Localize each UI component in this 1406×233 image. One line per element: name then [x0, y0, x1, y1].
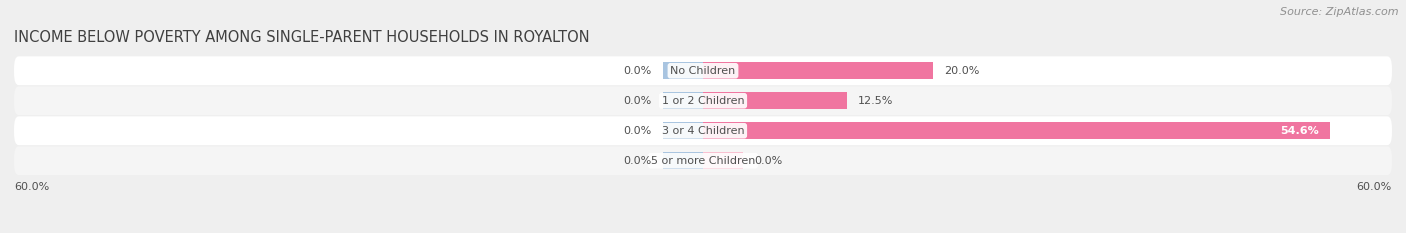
Text: 0.0%: 0.0% — [623, 96, 651, 106]
FancyBboxPatch shape — [14, 56, 1392, 85]
Bar — [662, 122, 703, 139]
Text: No Children: No Children — [671, 66, 735, 76]
Bar — [703, 122, 1330, 139]
Text: 54.6%: 54.6% — [1279, 126, 1319, 136]
Text: 1 or 2 Children: 1 or 2 Children — [662, 96, 744, 106]
Bar — [703, 62, 932, 79]
Text: 0.0%: 0.0% — [623, 126, 651, 136]
FancyBboxPatch shape — [14, 86, 1392, 115]
Text: INCOME BELOW POVERTY AMONG SINGLE-PARENT HOUSEHOLDS IN ROYALTON: INCOME BELOW POVERTY AMONG SINGLE-PARENT… — [14, 30, 589, 45]
Text: 20.0%: 20.0% — [945, 66, 980, 76]
Bar — [662, 62, 703, 79]
Bar — [703, 152, 744, 169]
Bar — [662, 92, 703, 110]
Text: Source: ZipAtlas.com: Source: ZipAtlas.com — [1281, 7, 1399, 17]
Text: 60.0%: 60.0% — [14, 182, 49, 192]
Text: 0.0%: 0.0% — [755, 156, 783, 166]
Bar — [662, 152, 703, 169]
Text: 60.0%: 60.0% — [1357, 182, 1392, 192]
Text: 0.0%: 0.0% — [623, 156, 651, 166]
FancyBboxPatch shape — [14, 146, 1392, 175]
Text: 3 or 4 Children: 3 or 4 Children — [662, 126, 744, 136]
Text: 12.5%: 12.5% — [858, 96, 893, 106]
Text: 0.0%: 0.0% — [623, 66, 651, 76]
FancyBboxPatch shape — [14, 116, 1392, 145]
Text: 5 or more Children: 5 or more Children — [651, 156, 755, 166]
Bar — [703, 92, 846, 110]
